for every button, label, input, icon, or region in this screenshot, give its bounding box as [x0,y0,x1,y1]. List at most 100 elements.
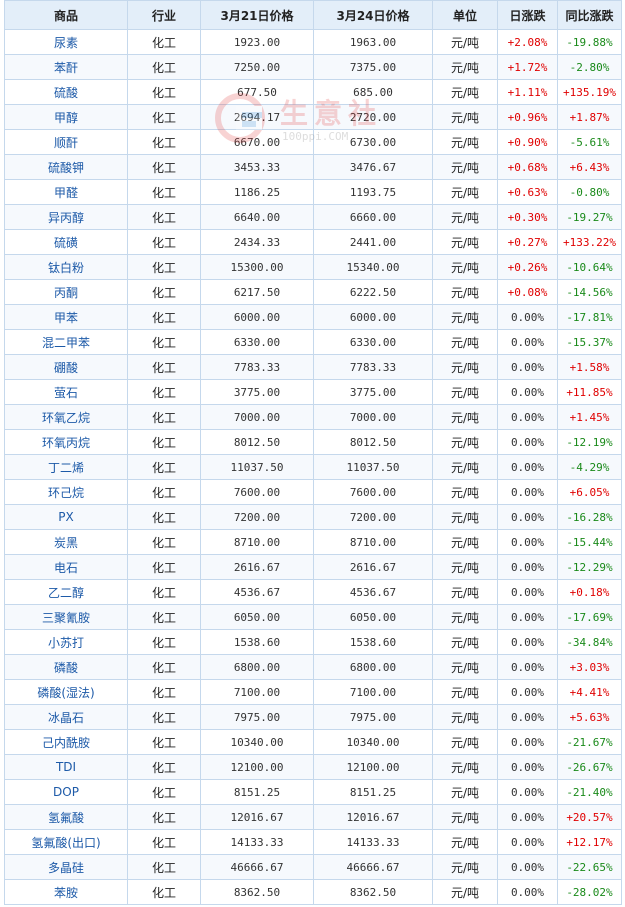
header-unit: 单位 [432,0,498,30]
daily-change-cell: 0.00% [497,579,558,605]
price-mar24-cell: 6050.00 [313,604,433,630]
commodity-link[interactable]: 三聚氰胺 [4,604,128,630]
unit-cell: 元/吨 [432,554,498,580]
commodity-link[interactable]: 乙二醇 [4,579,128,605]
price-mar24-cell: 7100.00 [313,679,433,705]
price-mar21-cell: 6330.00 [200,329,314,355]
daily-change-cell: 0.00% [497,829,558,855]
price-mar24-cell: 6330.00 [313,329,433,355]
price-mar21-cell: 7783.33 [200,354,314,380]
yoy-change-cell: -15.37% [557,329,622,355]
commodity-link[interactable]: 混二甲苯 [4,329,128,355]
price-mar21-cell: 7200.00 [200,504,314,530]
commodity-link[interactable]: 甲苯 [4,304,128,330]
commodity-link[interactable]: 异丙醇 [4,204,128,230]
unit-cell: 元/吨 [432,629,498,655]
price-mar21-cell: 7600.00 [200,479,314,505]
unit-cell: 元/吨 [432,329,498,355]
commodity-link[interactable]: 萤石 [4,379,128,405]
table-row: 氢氟酸(出口) 化工 14133.33 14133.33 元/吨 0.00% +12.17% [4,829,622,855]
industry-cell: 化工 [127,379,201,405]
commodity-link[interactable]: 甲醇 [4,104,128,130]
price-mar21-cell: 12016.67 [200,804,314,830]
price-mar24-cell: 1963.00 [313,29,433,55]
daily-change-cell: 0.00% [497,429,558,455]
unit-cell: 元/吨 [432,604,498,630]
table-row: 尿素 化工 1923.00 1963.00 元/吨 +2.08% -19.88% [4,29,622,55]
commodity-link[interactable]: 甲醛 [4,179,128,205]
unit-cell: 元/吨 [432,454,498,480]
price-mar21-cell: 7000.00 [200,404,314,430]
industry-cell: 化工 [127,604,201,630]
industry-cell: 化工 [127,454,201,480]
commodity-link[interactable]: TDI [4,754,128,780]
unit-cell: 元/吨 [432,154,498,180]
daily-change-cell: +0.27% [497,229,558,255]
commodity-link[interactable]: 硫磺 [4,229,128,255]
unit-cell: 元/吨 [432,79,498,105]
table-row: 小苏打 化工 1538.60 1538.60 元/吨 0.00% -34.84% [4,629,622,655]
price-mar21-cell: 3775.00 [200,379,314,405]
commodity-link[interactable]: 氢氟酸 [4,804,128,830]
price-mar21-cell: 4536.67 [200,579,314,605]
commodity-link[interactable]: 电石 [4,554,128,580]
commodity-link[interactable]: 尿素 [4,29,128,55]
industry-cell: 化工 [127,479,201,505]
table-row: 多晶硅 化工 46666.67 46666.67 元/吨 0.00% -22.65% [4,854,622,880]
yoy-change-cell: -14.56% [557,279,622,305]
industry-cell: 化工 [127,304,201,330]
commodity-link[interactable]: 磷酸(湿法) [4,679,128,705]
commodity-link[interactable]: 环己烷 [4,479,128,505]
price-mar21-cell: 3453.33 [200,154,314,180]
unit-cell: 元/吨 [432,854,498,880]
yoy-change-cell: +133.22% [557,229,622,255]
industry-cell: 化工 [127,354,201,380]
table-body: 尿素 化工 1923.00 1963.00 元/吨 +2.08% -19.88% 苯酐 化工 72… [4,29,622,905]
price-mar21-cell: 1186.25 [200,179,314,205]
daily-change-cell: +0.08% [497,279,558,305]
commodity-link[interactable]: 环氧丙烷 [4,429,128,455]
commodity-link[interactable]: 硫酸 [4,79,128,105]
commodity-link[interactable]: PX [4,504,128,530]
commodity-link[interactable]: 硼酸 [4,354,128,380]
industry-cell: 化工 [127,254,201,280]
unit-cell: 元/吨 [432,29,498,55]
commodity-link[interactable]: 己内酰胺 [4,729,128,755]
commodity-link[interactable]: 硫酸钾 [4,154,128,180]
yoy-change-cell: +0.18% [557,579,622,605]
daily-change-cell: 0.00% [497,804,558,830]
price-mar21-cell: 8362.50 [200,879,314,905]
commodity-link[interactable]: 环氧乙烷 [4,404,128,430]
commodity-link[interactable]: 苯胺 [4,879,128,905]
price-mar21-cell: 677.50 [200,79,314,105]
price-mar21-cell: 1923.00 [200,29,314,55]
header-price-mar24: 3月24日价格 [313,0,433,30]
commodity-link[interactable]: 丁二烯 [4,454,128,480]
commodity-link[interactable]: 多晶硅 [4,854,128,880]
daily-change-cell: 0.00% [497,479,558,505]
commodity-link[interactable]: 氢氟酸(出口) [4,829,128,855]
industry-cell: 化工 [127,779,201,805]
industry-cell: 化工 [127,129,201,155]
price-mar21-cell: 8151.25 [200,779,314,805]
price-mar24-cell: 46666.67 [313,854,433,880]
industry-cell: 化工 [127,529,201,555]
commodity-link[interactable]: 炭黑 [4,529,128,555]
commodity-link[interactable]: 苯酐 [4,54,128,80]
commodity-link[interactable]: 磷酸 [4,654,128,680]
unit-cell: 元/吨 [432,504,498,530]
commodity-link[interactable]: DOP [4,779,128,805]
yoy-change-cell: +5.63% [557,704,622,730]
commodity-link[interactable]: 顺酐 [4,129,128,155]
industry-cell: 化工 [127,554,201,580]
yoy-change-cell: -15.44% [557,529,622,555]
commodity-link[interactable]: 小苏打 [4,629,128,655]
daily-change-cell: +1.11% [497,79,558,105]
daily-change-cell: 0.00% [497,379,558,405]
commodity-link[interactable]: 丙酮 [4,279,128,305]
commodity-link[interactable]: 冰晶石 [4,704,128,730]
table-row: 苯胺 化工 8362.50 8362.50 元/吨 0.00% -28.02% [4,879,622,905]
industry-cell: 化工 [127,729,201,755]
unit-cell: 元/吨 [432,529,498,555]
commodity-link[interactable]: 钛白粉 [4,254,128,280]
